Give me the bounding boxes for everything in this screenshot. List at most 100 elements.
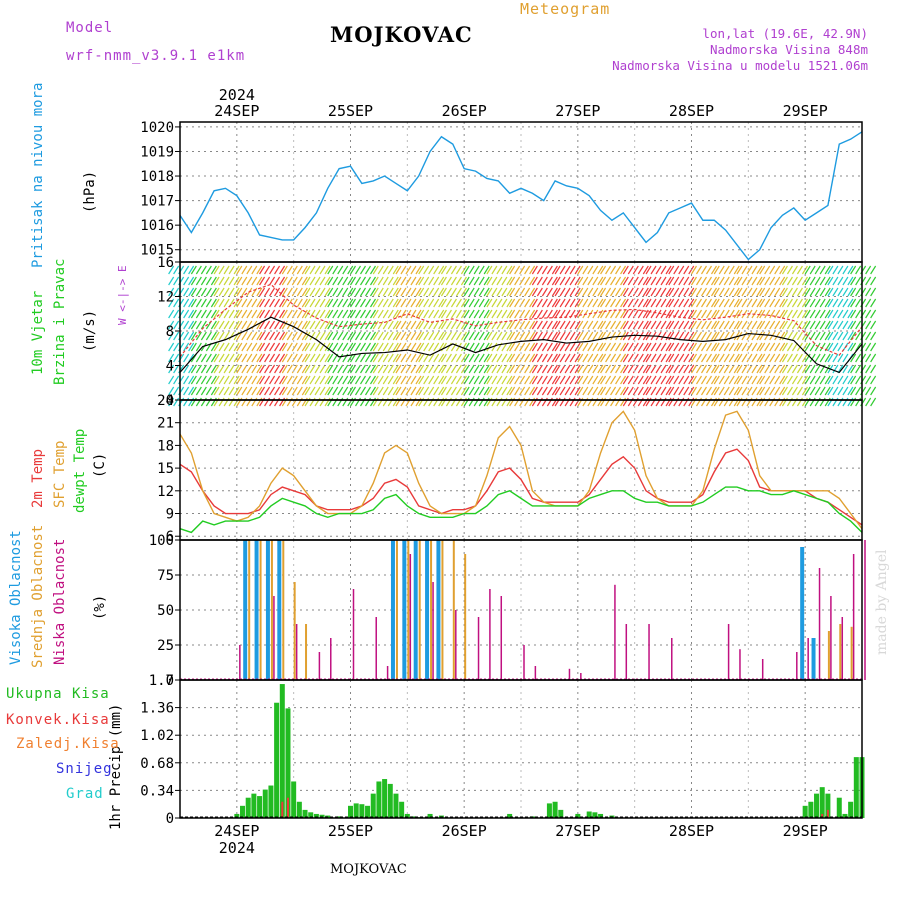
wind-barb	[324, 386, 331, 396]
wind-barb	[668, 364, 675, 374]
wind-barb	[587, 265, 594, 275]
wind-barb	[531, 265, 538, 275]
wind-barb	[668, 331, 675, 341]
wind-barb	[478, 353, 485, 363]
wind-barb	[309, 265, 316, 275]
wind-barb	[559, 342, 566, 352]
wind-barb	[491, 397, 498, 407]
wind-barb	[218, 397, 225, 407]
wind-barb	[428, 331, 435, 341]
wind-barb	[615, 353, 622, 363]
wind-barb	[324, 298, 331, 308]
wind-barb	[615, 265, 622, 275]
y-tick-label: 25	[157, 638, 174, 654]
wind-barb	[536, 397, 543, 407]
wind-barb	[228, 276, 235, 286]
wind-barb	[554, 342, 561, 352]
wind-barb	[723, 265, 730, 275]
cloud-bar-low	[625, 624, 628, 680]
wind-barb	[597, 353, 604, 363]
wind-barb	[349, 375, 357, 385]
wind-barb	[554, 287, 561, 297]
precip-legend-rain: Ukupna Kisa	[6, 686, 110, 702]
wind-barb	[791, 320, 798, 330]
wind-barb	[764, 342, 771, 352]
wind-barb	[582, 342, 589, 352]
wind-barb	[733, 320, 740, 330]
wind-barb	[673, 298, 680, 308]
wind-barb	[632, 342, 639, 352]
wind-barb	[597, 320, 604, 330]
wind-barb	[627, 276, 634, 286]
wind-barb	[509, 331, 516, 341]
wind-barb	[690, 276, 698, 286]
wind-barb	[291, 353, 298, 363]
wind-barb	[387, 265, 394, 275]
wind-barb	[819, 309, 826, 319]
wind-barb	[655, 298, 662, 308]
wind-barb	[410, 320, 417, 330]
wind-barb	[660, 331, 667, 341]
wind-barb	[281, 309, 288, 319]
wind-barb	[259, 331, 266, 341]
wind-barb	[705, 342, 713, 352]
wind-barb	[723, 320, 730, 330]
wind-barb	[587, 364, 594, 374]
y-tick-label: 9	[166, 507, 174, 523]
wind-barb	[168, 309, 175, 319]
wind-barb	[870, 342, 877, 352]
cloud-bar-mid	[395, 540, 398, 680]
wind-barb	[296, 342, 303, 352]
wind-barb	[205, 386, 212, 396]
wind-barb	[769, 342, 776, 352]
wind-barb	[327, 375, 334, 385]
wind-barb	[455, 342, 462, 352]
wind-barb	[850, 342, 857, 352]
wind-barb	[814, 298, 821, 308]
wind-barb	[764, 397, 771, 407]
wind-barb	[286, 375, 293, 385]
cloud-bar-mid	[464, 554, 467, 680]
wind-barb	[827, 287, 834, 297]
wind-barb	[438, 353, 445, 363]
wind-barb	[468, 298, 475, 308]
wind-barb	[531, 364, 538, 374]
wind-barb	[369, 309, 377, 319]
wind-barb	[423, 397, 430, 407]
wind-gust-line	[179, 283, 863, 358]
wind-barb	[392, 298, 399, 308]
wind-barb	[491, 331, 498, 341]
model-label: Model	[66, 20, 114, 36]
wind-barb	[236, 276, 243, 286]
wind-barb	[796, 331, 803, 341]
wind-barb	[400, 309, 407, 319]
wind-barb	[514, 287, 521, 297]
wind-barb	[296, 287, 303, 297]
wind-barb	[327, 287, 334, 297]
wind-barb	[241, 265, 248, 275]
wind-barb	[764, 287, 771, 297]
wind-barb	[337, 320, 344, 330]
wind-barb	[364, 342, 372, 352]
wind-barb	[501, 342, 508, 352]
wind-barb	[369, 375, 377, 385]
wind-barb	[236, 386, 243, 396]
wind-barb	[286, 331, 293, 341]
wind-barb	[577, 342, 584, 352]
wind-barb	[410, 386, 417, 396]
wind-barb	[764, 298, 771, 308]
wind-barb	[741, 397, 748, 407]
temp-2m-line	[179, 448, 863, 526]
wind-barb	[665, 386, 672, 396]
wind-barb	[195, 397, 202, 407]
wind-barb	[473, 287, 480, 297]
wind-barb	[228, 353, 235, 363]
wind-barb	[804, 287, 811, 297]
wind-barb	[645, 276, 652, 286]
wind-barb	[668, 397, 675, 407]
wind-barb-band	[577, 265, 604, 407]
wind-barb	[713, 265, 720, 275]
wind-barb	[463, 276, 470, 286]
wind-barb	[213, 353, 220, 363]
cloud-bar-low	[273, 596, 275, 680]
